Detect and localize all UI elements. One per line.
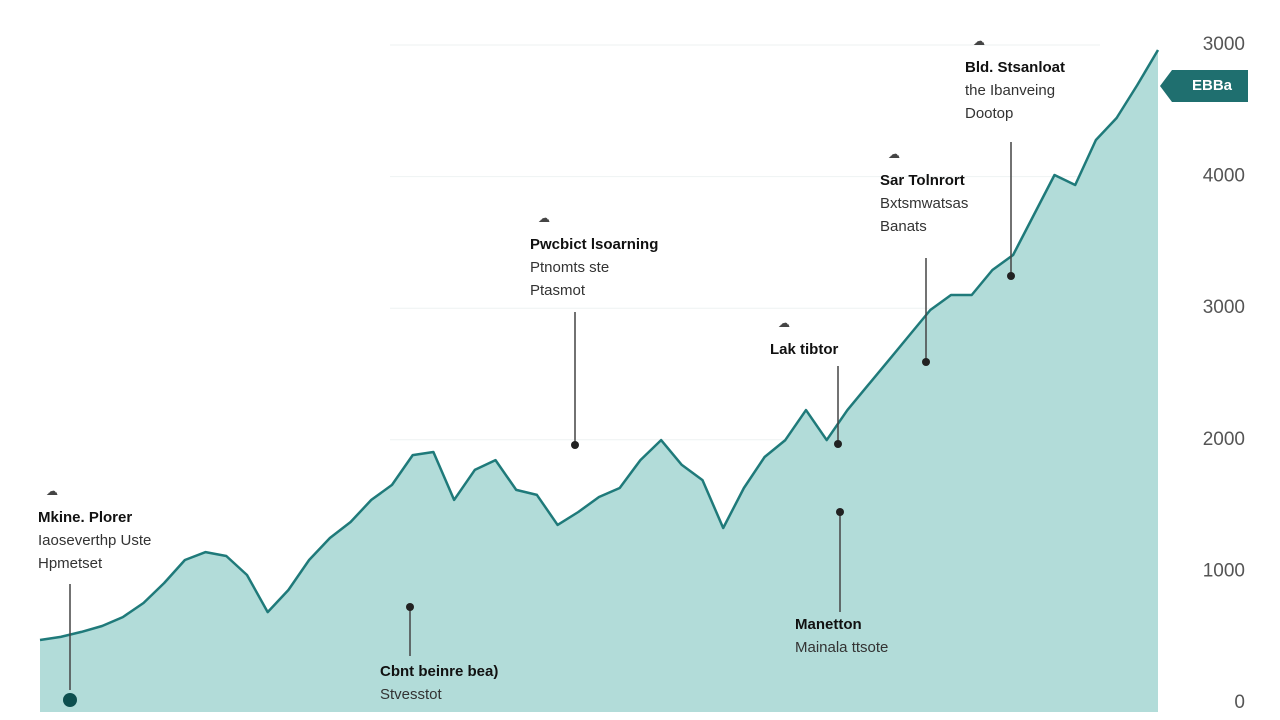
area [40,50,1158,712]
annotation-text: Hpmetset [38,555,103,572]
annotation-text: Dootop [965,105,1013,122]
annotation-icon: ☁ [538,211,550,225]
annotation-text: Bxtsmwatsas [880,195,968,212]
annotation-dot [836,508,844,516]
annotation-icon: ☁ [888,147,900,161]
annotation-text: Sar Tolnrort [880,172,965,189]
annotation-text: the Ibanveing [965,82,1055,99]
annotation-icon: ☁ [778,316,790,330]
annotation-text: Stvesstot [380,686,443,703]
annotation-text: Mkine. Plorer [38,509,132,526]
annotation-dot [922,358,930,366]
annotation-dot [63,693,77,707]
y-tick-label: 1000 [1203,560,1245,581]
y-tick-label: 3000 [1203,297,1245,318]
annotation-dot [834,440,842,448]
annotation-text: Ptnomts ste [530,259,609,276]
badge-label: EBBa [1192,77,1233,94]
y-tick-label: 4000 [1203,166,1245,187]
y-tick-label: 0 [1234,692,1245,713]
annotation-text: Iaoseverthp Uste [38,532,151,549]
y-tick-label: 2000 [1203,429,1245,450]
annotation-dot [1007,272,1015,280]
y-tick-label: 3000 [1203,34,1245,55]
annotation-text: Bld. Stsanloat [965,59,1065,76]
badge-shape [1160,70,1248,102]
annotation-text: Banats [880,218,927,235]
line [39,49,1160,642]
annotation-icon: ☁ [973,34,985,48]
annotation-icon: ☁ [46,484,58,498]
annotation-text: Cbnt beinre bea) [380,663,498,680]
annotation-text: Manetton [795,616,862,633]
annotation-text: Mainala ttsote [795,639,888,656]
annotation-dot [406,603,414,611]
annotation-text: Ptasmot [530,282,586,299]
annotation-text: Pwcbict lsoarning [530,236,658,253]
annotation-text: Lak tibtor [770,341,838,358]
annotation-dot [571,441,579,449]
